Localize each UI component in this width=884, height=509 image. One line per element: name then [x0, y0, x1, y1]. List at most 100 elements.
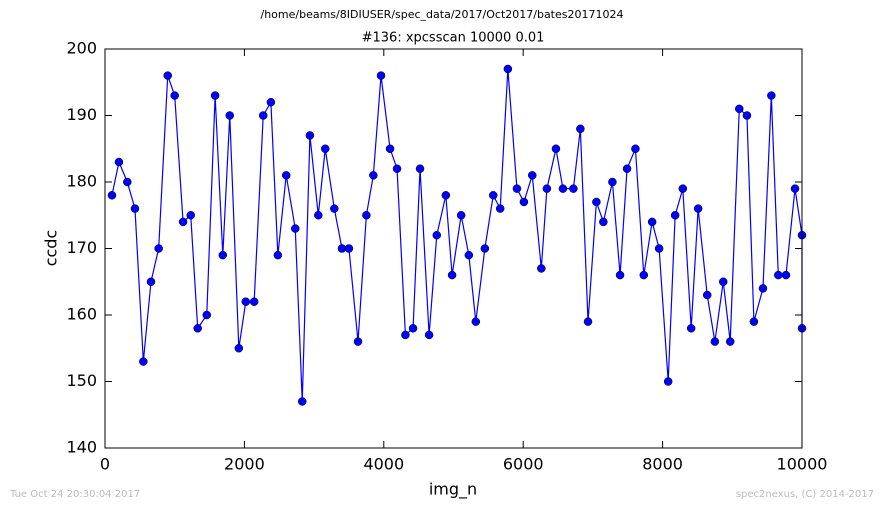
data-point: [281, 171, 291, 180]
data-point: [210, 91, 220, 100]
data-point: [186, 211, 195, 220]
x-tick-label: 4000: [363, 455, 404, 474]
data-point: [291, 224, 300, 233]
data-point: [321, 144, 330, 153]
suptitle: /home/beams/8IDIUSER/spec_data/2017/Oct2…: [261, 8, 624, 21]
data-point: [710, 337, 720, 346]
x-tick-label: 8000: [642, 455, 683, 474]
data-point: [344, 244, 354, 253]
y-tick-label: 150: [66, 371, 97, 390]
x-tick-label: 6000: [503, 455, 544, 474]
data-point: [599, 217, 608, 227]
data-point: [615, 270, 625, 280]
data-point: [542, 184, 552, 193]
data-point: [503, 64, 513, 74]
data-point: [592, 197, 601, 207]
footer-right: spec2nexus, (C) 2014-2017: [736, 489, 874, 500]
data-point: [362, 211, 371, 220]
data-point: [432, 230, 442, 240]
data-point: [693, 204, 703, 213]
data-point: [790, 184, 800, 193]
data-point: [735, 104, 744, 114]
x-tick-label: 2000: [224, 455, 265, 474]
data-point: [758, 284, 768, 293]
footer-left: Tue Oct 24 20:30:04 2017: [9, 489, 140, 500]
data-point: [202, 310, 212, 320]
data-point: [528, 171, 537, 180]
data-point: [576, 124, 585, 134]
y-tick-label: 170: [66, 238, 97, 257]
data-point: [424, 330, 434, 340]
data-point: [781, 270, 791, 280]
data-point: [512, 184, 522, 193]
data-point: [583, 317, 593, 326]
data-point: [225, 111, 235, 120]
data-point: [178, 217, 188, 227]
data-point: [654, 244, 664, 253]
data-point: [558, 184, 568, 193]
data-point: [234, 344, 244, 353]
data-point: [742, 111, 752, 120]
y-tick-label: 190: [66, 105, 97, 124]
y-tick-label: 160: [66, 305, 97, 324]
data-point: [314, 211, 323, 220]
data-point: [488, 191, 498, 200]
data-point: [249, 297, 259, 306]
data-point: [774, 270, 783, 280]
data-point: [273, 250, 283, 260]
data-point: [146, 277, 156, 286]
data-point: [330, 204, 339, 213]
plot-frame: [104, 48, 803, 449]
data-point: [622, 164, 632, 173]
data-point: [519, 197, 529, 207]
data-point: [353, 337, 363, 346]
data-point: [767, 91, 776, 100]
data-point: [408, 324, 418, 333]
data-point: [480, 244, 490, 253]
data-point: [569, 184, 578, 193]
data-point: [266, 97, 276, 107]
data-point: [447, 270, 457, 280]
data-point: [718, 277, 728, 286]
data-point: [218, 250, 228, 260]
data-point: [639, 270, 649, 280]
data-point: [154, 244, 163, 253]
data-point: [678, 184, 688, 193]
data-point: [369, 171, 378, 180]
data-point: [456, 211, 466, 220]
y-tick-label: 200: [66, 39, 97, 58]
data-point: [258, 111, 268, 120]
data-point: [537, 264, 546, 273]
data-point: [495, 204, 505, 213]
data-point: [631, 144, 640, 153]
data-point: [401, 330, 410, 340]
data-point: [385, 144, 395, 153]
data-point: [392, 164, 402, 173]
data-point: [749, 317, 759, 326]
data-point: [107, 191, 117, 200]
chart-title: #136: xpcsscan 10000 0.01: [362, 31, 545, 46]
y-tick-label: 140: [66, 438, 97, 457]
y-tick-label: 180: [66, 172, 97, 191]
data-point: [702, 290, 712, 300]
data-point: [376, 71, 386, 80]
x-tick-label: 0: [100, 455, 110, 474]
data-point: [298, 397, 307, 406]
data-point: [441, 191, 451, 200]
data-point: [670, 211, 680, 220]
data-point: [305, 131, 315, 140]
data-point: [123, 177, 132, 187]
data-point: [608, 177, 617, 187]
data-point: [163, 71, 172, 80]
data-point: [551, 144, 561, 153]
data-point: [193, 324, 202, 333]
x-tick-label: 10000: [777, 455, 828, 474]
data-point: [170, 91, 179, 100]
data-point: [686, 324, 696, 333]
y-axis-label: ccdc: [42, 230, 61, 267]
data-point: [415, 164, 425, 173]
data-point: [139, 357, 148, 366]
data-point: [130, 204, 140, 213]
x-axis-label: img_n: [429, 480, 477, 500]
